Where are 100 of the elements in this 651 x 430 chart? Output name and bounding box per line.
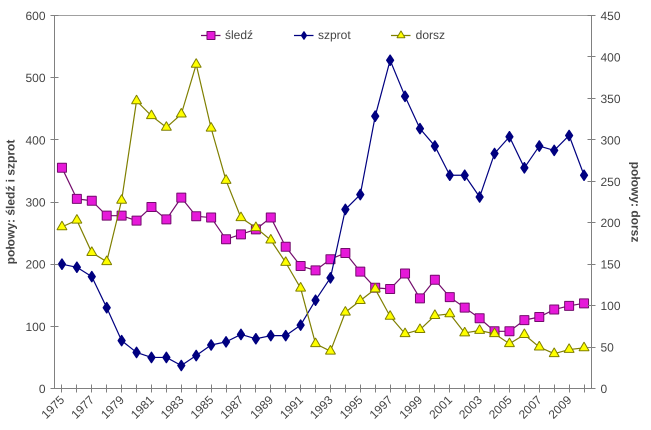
point — [235, 211, 246, 222]
point — [58, 258, 66, 270]
point — [295, 282, 306, 292]
point — [386, 54, 394, 66]
point — [459, 326, 470, 336]
point — [280, 256, 292, 266]
point — [311, 294, 320, 306]
point — [564, 300, 574, 311]
point — [86, 196, 97, 206]
point — [206, 338, 216, 351]
point — [384, 310, 396, 320]
point — [161, 214, 172, 224]
point — [341, 203, 350, 216]
legend-label: szprot — [318, 28, 351, 42]
y2-tick-label: 200 — [600, 216, 621, 230]
point — [265, 234, 276, 244]
y2-tick-label: 450 — [600, 9, 621, 23]
point — [160, 121, 172, 131]
point — [340, 306, 351, 316]
point — [101, 255, 112, 266]
point — [385, 284, 396, 294]
point — [220, 174, 232, 184]
point — [564, 129, 574, 142]
point — [310, 337, 322, 348]
point — [102, 210, 112, 221]
point — [400, 328, 411, 338]
y2-tick-label: 0 — [600, 382, 608, 396]
point — [236, 229, 246, 240]
legend-label: śledź — [224, 28, 253, 42]
point — [504, 337, 515, 348]
point — [518, 328, 530, 338]
point — [206, 212, 216, 223]
point — [564, 343, 575, 353]
y-tick-label: 100 — [25, 320, 46, 334]
point — [474, 324, 486, 334]
point — [548, 347, 560, 358]
point — [190, 58, 202, 68]
point — [520, 162, 529, 174]
point — [72, 261, 82, 274]
point — [504, 326, 514, 336]
point — [416, 122, 424, 135]
point — [430, 140, 440, 152]
y2-tick-label: 150 — [600, 258, 621, 272]
point — [162, 351, 171, 364]
point — [72, 194, 82, 204]
point — [222, 336, 230, 348]
y-tick-label: 500 — [25, 71, 46, 86]
y2-tick-label: 300 — [600, 133, 621, 148]
point — [296, 261, 306, 272]
point — [191, 211, 202, 222]
y-tick-label: 300 — [25, 196, 46, 210]
point — [429, 309, 440, 319]
point — [444, 292, 455, 302]
point — [221, 234, 232, 244]
point — [490, 148, 499, 160]
point — [177, 360, 186, 372]
point — [131, 94, 142, 104]
point — [147, 351, 156, 364]
point — [146, 110, 157, 120]
point — [236, 328, 246, 340]
y-tick-label: 600 — [25, 9, 46, 23]
point — [324, 344, 336, 355]
point — [475, 191, 484, 204]
point — [252, 332, 260, 345]
point — [474, 313, 485, 324]
point — [326, 272, 335, 284]
point — [250, 221, 262, 232]
y2-tick-label: 50 — [600, 340, 614, 355]
point — [580, 169, 588, 182]
point — [534, 340, 545, 350]
point — [534, 312, 544, 322]
y2-tick-label: 100 — [600, 299, 621, 314]
point — [86, 246, 98, 256]
point — [579, 298, 590, 308]
point — [355, 266, 366, 277]
point — [206, 122, 217, 132]
point — [505, 130, 514, 143]
point — [354, 294, 366, 304]
y-tick-label: 0 — [38, 382, 46, 396]
point — [296, 319, 305, 332]
y2-axis-title: połowy: dorsz — [628, 162, 643, 242]
point — [280, 242, 291, 252]
point — [132, 216, 142, 226]
point — [117, 334, 126, 347]
y-tick-label: 400 — [25, 133, 46, 148]
point — [176, 108, 187, 118]
point — [414, 293, 425, 304]
y-tick-label: 200 — [25, 258, 46, 272]
y2-tick-label: 400 — [600, 50, 621, 64]
point — [71, 214, 82, 224]
point — [400, 90, 410, 102]
point — [146, 202, 156, 212]
y-axis-title: połowy: śledź i szprot — [3, 140, 18, 264]
point — [549, 304, 560, 315]
point — [340, 248, 350, 258]
point — [266, 212, 276, 223]
point — [444, 308, 456, 318]
point — [414, 323, 426, 334]
point — [56, 220, 68, 230]
point — [116, 194, 128, 204]
